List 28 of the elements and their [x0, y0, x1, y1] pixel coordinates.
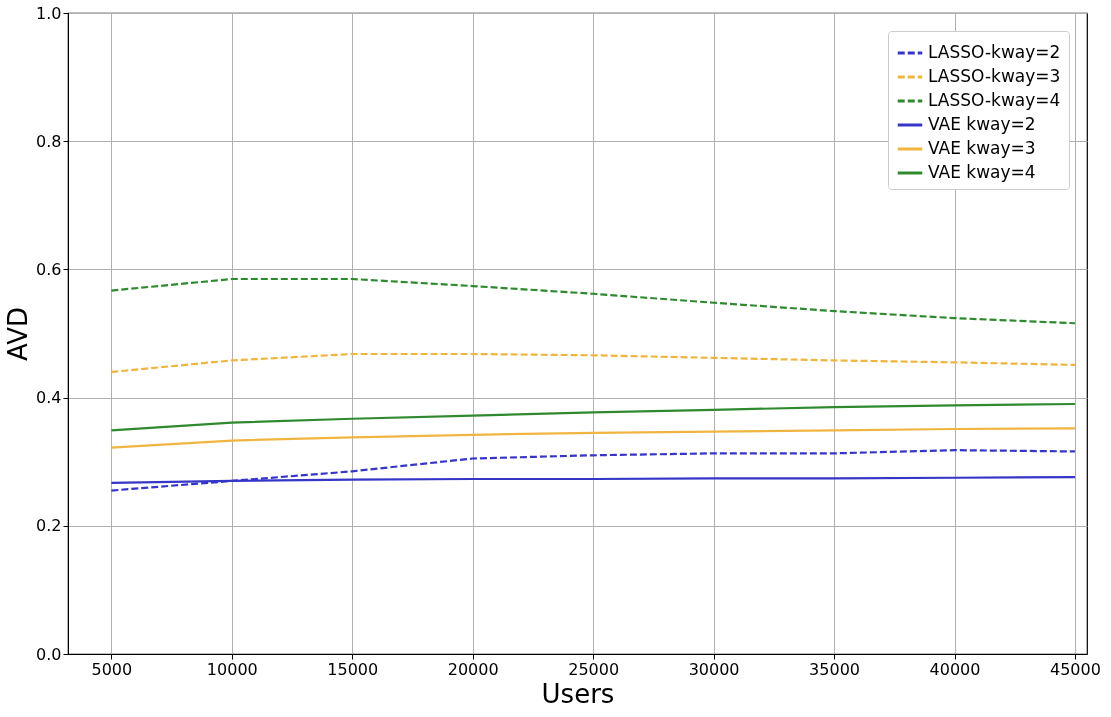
- x-axis-title: Users: [541, 678, 615, 709]
- y-tick-label: 0.4: [36, 388, 62, 408]
- x-tick-label: 30000: [688, 659, 740, 679]
- y-tick-label: 0.0: [36, 644, 62, 664]
- legend-label: VAE kway=4: [928, 162, 1036, 182]
- line-series: [110, 427, 1077, 449]
- x-tick-label: 10000: [206, 659, 258, 679]
- legend-label: VAE kway=3: [928, 138, 1036, 158]
- x-tick-label: 40000: [929, 659, 981, 679]
- x-tick-label: 45000: [1050, 659, 1101, 679]
- x-tick-label: 5000: [91, 659, 133, 679]
- legend-label: LASSO-kway=3: [928, 66, 1061, 86]
- y-tick-label: 0.8: [36, 131, 62, 151]
- y-tick-label: 0.2: [36, 516, 62, 536]
- line-series: [110, 277, 1077, 325]
- legend-label: VAE kway=2: [928, 114, 1036, 134]
- line-series: [110, 352, 1077, 374]
- legend-label: LASSO-kway=4: [928, 90, 1061, 110]
- x-tick-label: 15000: [327, 659, 379, 679]
- y-tick-label: 0.6: [36, 259, 62, 279]
- y-tick-label: 1.0: [36, 3, 62, 23]
- x-tick-label: 35000: [809, 659, 861, 679]
- x-tick-label: 25000: [568, 659, 620, 679]
- legend-label: LASSO-kway=2: [928, 42, 1061, 62]
- y-axis-title: AVD: [3, 307, 34, 361]
- line-series: [110, 449, 1077, 492]
- line-series: [110, 402, 1077, 432]
- x-tick-label: 20000: [447, 659, 499, 679]
